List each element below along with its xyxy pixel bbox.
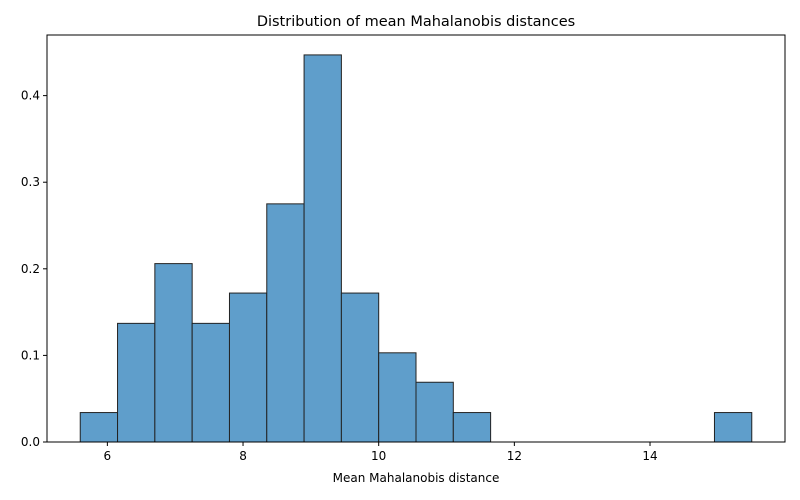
histogram-bar [713, 412, 753, 443]
x-tick-label: 10 [371, 449, 386, 463]
x-tick-label: 14 [642, 449, 657, 463]
x-tick-label: 8 [239, 449, 247, 463]
histogram-bar [79, 412, 119, 443]
y-tick-label: 0.4 [21, 89, 40, 103]
histogram-bar [452, 412, 492, 443]
x-axis-label: Mean Mahalanobis distance [333, 471, 500, 485]
plot-area: 6 8 10 12 14 0.0 0.1 0.2 0.3 0.4 [21, 34, 786, 463]
histogram-bar [191, 322, 230, 443]
histogram-bar [415, 381, 454, 443]
histogram-bar [154, 263, 193, 443]
histogram-bar [378, 352, 417, 443]
y-tick-label: 0.3 [21, 175, 40, 189]
chart-title: Distribution of mean Mahalanobis distanc… [257, 14, 575, 30]
x-tick-label: 6 [104, 449, 112, 463]
y-tick-label: 0.1 [21, 348, 40, 362]
x-tick-label: 12 [507, 449, 522, 463]
histogram-bar [340, 292, 380, 443]
histogram-bar [266, 203, 305, 443]
plot-frame [46, 34, 786, 443]
histogram-bar [303, 54, 342, 443]
y-tick-label: 0.0 [21, 435, 40, 449]
histogram-bar [228, 292, 268, 443]
y-tick-label: 0.2 [21, 262, 40, 276]
histogram-bar [117, 322, 156, 443]
